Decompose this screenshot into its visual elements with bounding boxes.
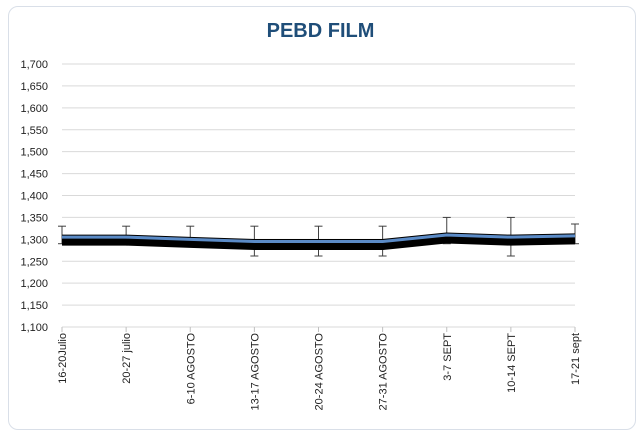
y-tick-label: 1,400 xyxy=(20,191,48,203)
x-tick-label: 17-21 sept xyxy=(570,333,582,385)
y-tick-label: 1,350 xyxy=(20,212,48,224)
y-tick-label: 1,150 xyxy=(20,300,48,312)
chart-frame xyxy=(8,6,636,430)
x-tick-label: 6-10 AGOSTO xyxy=(185,333,197,405)
x-tick-label: 16-20Julio xyxy=(57,333,69,384)
y-tick-label: 1,700 xyxy=(20,59,48,71)
y-tick-label: 1,200 xyxy=(20,278,48,290)
chart-title: PEBD FILM xyxy=(266,20,375,42)
y-tick-label: 1,600 xyxy=(20,103,48,115)
x-tick-label: 20-24 AGOSTO xyxy=(314,333,326,411)
y-tick-label: 1,250 xyxy=(20,256,48,268)
x-tick-label: 3-7 SEPT xyxy=(442,333,454,381)
series-line xyxy=(62,233,576,244)
y-tick-label: 1,450 xyxy=(20,169,48,181)
x-tick-label: 13-17 AGOSTO xyxy=(249,333,261,411)
y-tick-label: 1,550 xyxy=(20,125,48,137)
x-tick-label: 10-14 SEPT xyxy=(506,333,518,393)
x-tick-label: 27-31 AGOSTO xyxy=(378,333,390,411)
y-tick-label: 1,650 xyxy=(20,81,48,93)
series-line-shadow xyxy=(62,232,576,251)
y-tick-label: 1,300 xyxy=(20,234,48,246)
x-tick-label: 20-27 julio xyxy=(121,333,133,384)
y-tick-label: 1,500 xyxy=(20,147,48,159)
y-tick-label: 1,100 xyxy=(20,322,48,334)
